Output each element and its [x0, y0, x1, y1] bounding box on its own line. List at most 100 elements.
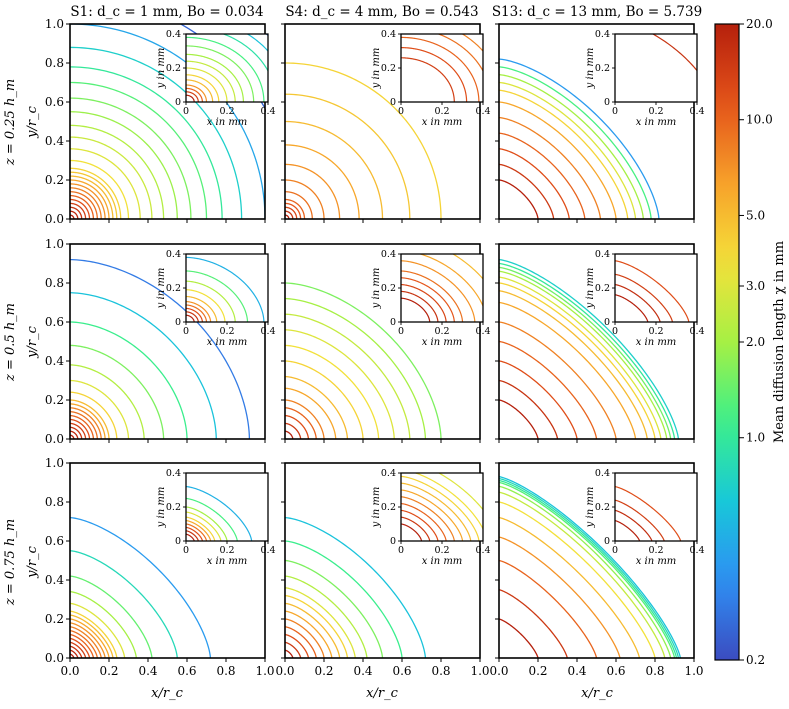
x-tick-label: 0.8: [431, 664, 450, 678]
x-tick-label: 1.0: [255, 664, 274, 678]
inset-axes: 0 0.2 0.4 0 0.2 0.4 x in mm y in mm: [585, 29, 705, 128]
contour-line: [70, 206, 83, 219]
inset-contour-line: [186, 67, 228, 102]
contour-line: [70, 622, 106, 658]
inset-ylabel: y in mm: [585, 268, 596, 310]
contour-line: [499, 618, 539, 658]
inset-y-tick-label: 0: [604, 536, 610, 547]
inset-xlabel: x in mm: [636, 337, 677, 348]
x-tick-label: 0.8: [216, 664, 235, 678]
contour-line: [499, 321, 617, 439]
contour-line: [70, 167, 122, 219]
inset-contour-line: [615, 509, 653, 541]
inset-contour-line: [401, 297, 431, 322]
inset-contour-lines: [651, 34, 697, 72]
inset-contour-line: [186, 60, 236, 102]
contour-line: [70, 194, 95, 219]
inset-contour-line: [401, 503, 447, 541]
contour-line: [70, 430, 79, 439]
inset-contour-line: [615, 273, 673, 322]
inset-axes: 0 0.2 0.4 0 0.2 0.4 x in mm y in mm: [585, 249, 705, 348]
inset-contour-line: [401, 496, 455, 541]
inset-contour-line: [186, 533, 195, 541]
row-label-z075: z = 0.75 h_m: [3, 519, 18, 606]
y-tick-label: 1.0: [45, 237, 64, 251]
contour-line: [285, 641, 302, 658]
inset-y-tick-label: 0: [390, 97, 396, 108]
inset-ylabel: y in mm: [371, 48, 382, 90]
contour-line: [499, 262, 676, 439]
inset-xlabel: x in mm: [636, 117, 677, 128]
plot-frame: [69, 243, 266, 440]
colorbar-tick-label: 20.0: [746, 17, 773, 31]
inset-contour-line: [186, 270, 249, 322]
inset-y-tick-label: 0.4: [595, 468, 610, 479]
inset-y-tick-label: 0.4: [595, 29, 610, 40]
inset-x-tick-label: 0.2: [219, 106, 234, 117]
contour-line: [499, 491, 666, 658]
inset-y-tick-label: 0.4: [166, 29, 181, 40]
colorbar-tick-label: 0.2: [746, 653, 765, 667]
inset-contour-line: [186, 520, 212, 541]
contour-line: [70, 97, 192, 219]
contour-line: [499, 501, 656, 658]
contour-line: [285, 210, 294, 219]
inset-contour-line: [401, 489, 464, 541]
inset-x-tick-label: 0: [398, 106, 404, 117]
inset-ylabel: y in mm: [156, 48, 167, 90]
plot-frame: [498, 462, 695, 659]
inset-x-tick-label: 0: [183, 545, 189, 556]
colorbar-label: Mean diffusion length χ in mm: [772, 241, 787, 443]
inset-x-tick-label: 0.4: [689, 106, 704, 117]
inset-y-tick-label: 0.2: [381, 283, 396, 294]
colorbar-tick-label: 2.0: [746, 335, 765, 349]
plot-frame: [498, 23, 695, 220]
inset-y-tick-label: 0.4: [166, 468, 181, 479]
inset-xlabel: x in mm: [422, 117, 463, 128]
contour-line: [70, 414, 95, 439]
inset-x-tick-label: 0.4: [260, 545, 275, 556]
contour-line: [70, 434, 75, 439]
contour-line: [70, 649, 79, 658]
inset-y-tick-label: 0: [175, 536, 181, 547]
inset-contour-line: [186, 36, 265, 102]
contour-line: [499, 101, 617, 219]
contour-line: [285, 375, 349, 439]
inset-x-tick-label: 0: [398, 545, 404, 556]
contour-line: [499, 481, 676, 658]
contour-line: [285, 602, 341, 658]
inset-axes: 0 0.2 0.4 0 0.2 0.4 x in mm y in mm: [371, 249, 491, 348]
plot-frame: [498, 243, 695, 440]
plot-frame: [284, 243, 481, 440]
colorbar-ticks: 20.0 10.0 5.0 3.0 2.0 1.0 0.2: [739, 17, 773, 667]
colorbar-tick-label: 3.0: [746, 279, 765, 293]
inset-y-tick-label: 0: [390, 317, 396, 328]
contour-line: [499, 379, 559, 439]
contour-lines: [499, 258, 680, 439]
inset-contour-line: [186, 314, 195, 322]
contour-line: [70, 418, 91, 439]
ylabel-row0: y/r_c: [25, 105, 40, 138]
inset-contour-line: [186, 304, 208, 322]
x-tick-label: 1.0: [684, 664, 703, 678]
contour-line: [499, 74, 644, 219]
y-tick-label: 0.6: [45, 315, 64, 329]
contour-line: [499, 399, 539, 439]
contour-line: [70, 292, 217, 439]
contour-line: [499, 258, 680, 439]
contour-line: [285, 93, 411, 219]
inset-x-tick-label: 0.4: [260, 106, 275, 117]
contour-line: [70, 183, 106, 219]
plot-frame: [69, 462, 266, 659]
contour-line: [70, 550, 178, 658]
contour-line: [499, 301, 637, 439]
inset-y-tick-label: 0.2: [166, 283, 181, 294]
inset-contour-line: [186, 511, 222, 541]
contour-line: [499, 476, 681, 658]
xlabel-col0: x/r_c: [151, 686, 183, 701]
contour-lines: [499, 476, 681, 658]
contour-line: [70, 81, 208, 219]
inset-y-tick-label: 0.4: [381, 29, 396, 40]
contour-lines: [499, 58, 660, 219]
y-tick-label: 0.2: [45, 612, 64, 626]
